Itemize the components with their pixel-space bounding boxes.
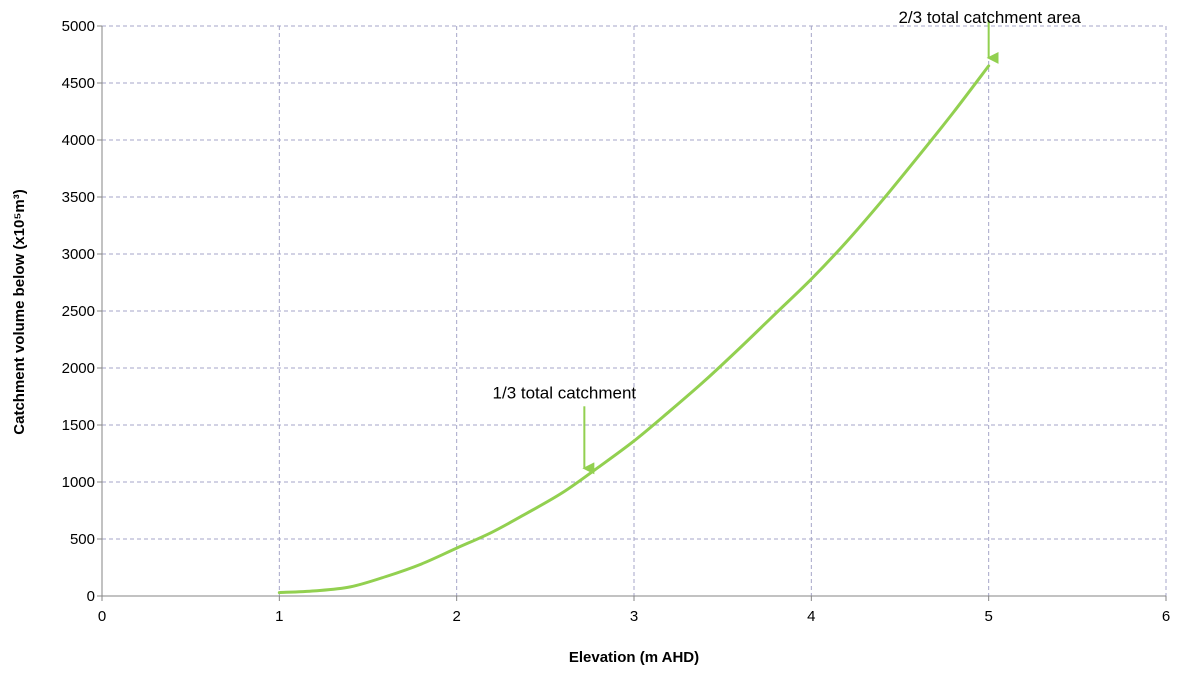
x-tick-label: 0 [98, 608, 106, 625]
x-tick-label: 6 [1162, 608, 1170, 625]
plot-area: 0 500 1000 1500 2000 2500 3000 3500 4000 4500 5000… [62, 8, 1171, 625]
y-tick-label: 500 [70, 531, 95, 548]
y-tick-label: 5000 [62, 18, 95, 35]
x-tick-label: 5 [984, 608, 992, 625]
y-axis-title: Catchment volume below (x10⁵m³) [11, 189, 28, 434]
series-line [277, 64, 991, 595]
x-axis-title: Elevation (m AHD) [569, 649, 699, 666]
y-tick-label: 2500 [62, 303, 95, 320]
y-tick-label: 2000 [62, 360, 95, 377]
x-tick-label: 1 [275, 608, 283, 625]
y-tick-label: 1500 [62, 417, 95, 434]
y-tick-label: 4000 [62, 132, 95, 149]
x-tick-label: 3 [630, 608, 638, 625]
y-tick-label: 4500 [62, 75, 95, 92]
annotation-two-thirds-label: 2/3 total catchment area [898, 8, 1081, 27]
x-tick-label: 4 [807, 608, 815, 625]
y-tick-label: 0 [87, 588, 95, 605]
x-tick-label: 2 [452, 608, 460, 625]
y-tick-label: 3500 [62, 189, 95, 206]
y-tick-label: 3000 [62, 246, 95, 263]
annotation-one-third-label: 1/3 total catchment [493, 383, 637, 402]
y-tick-label: 1000 [62, 474, 95, 491]
